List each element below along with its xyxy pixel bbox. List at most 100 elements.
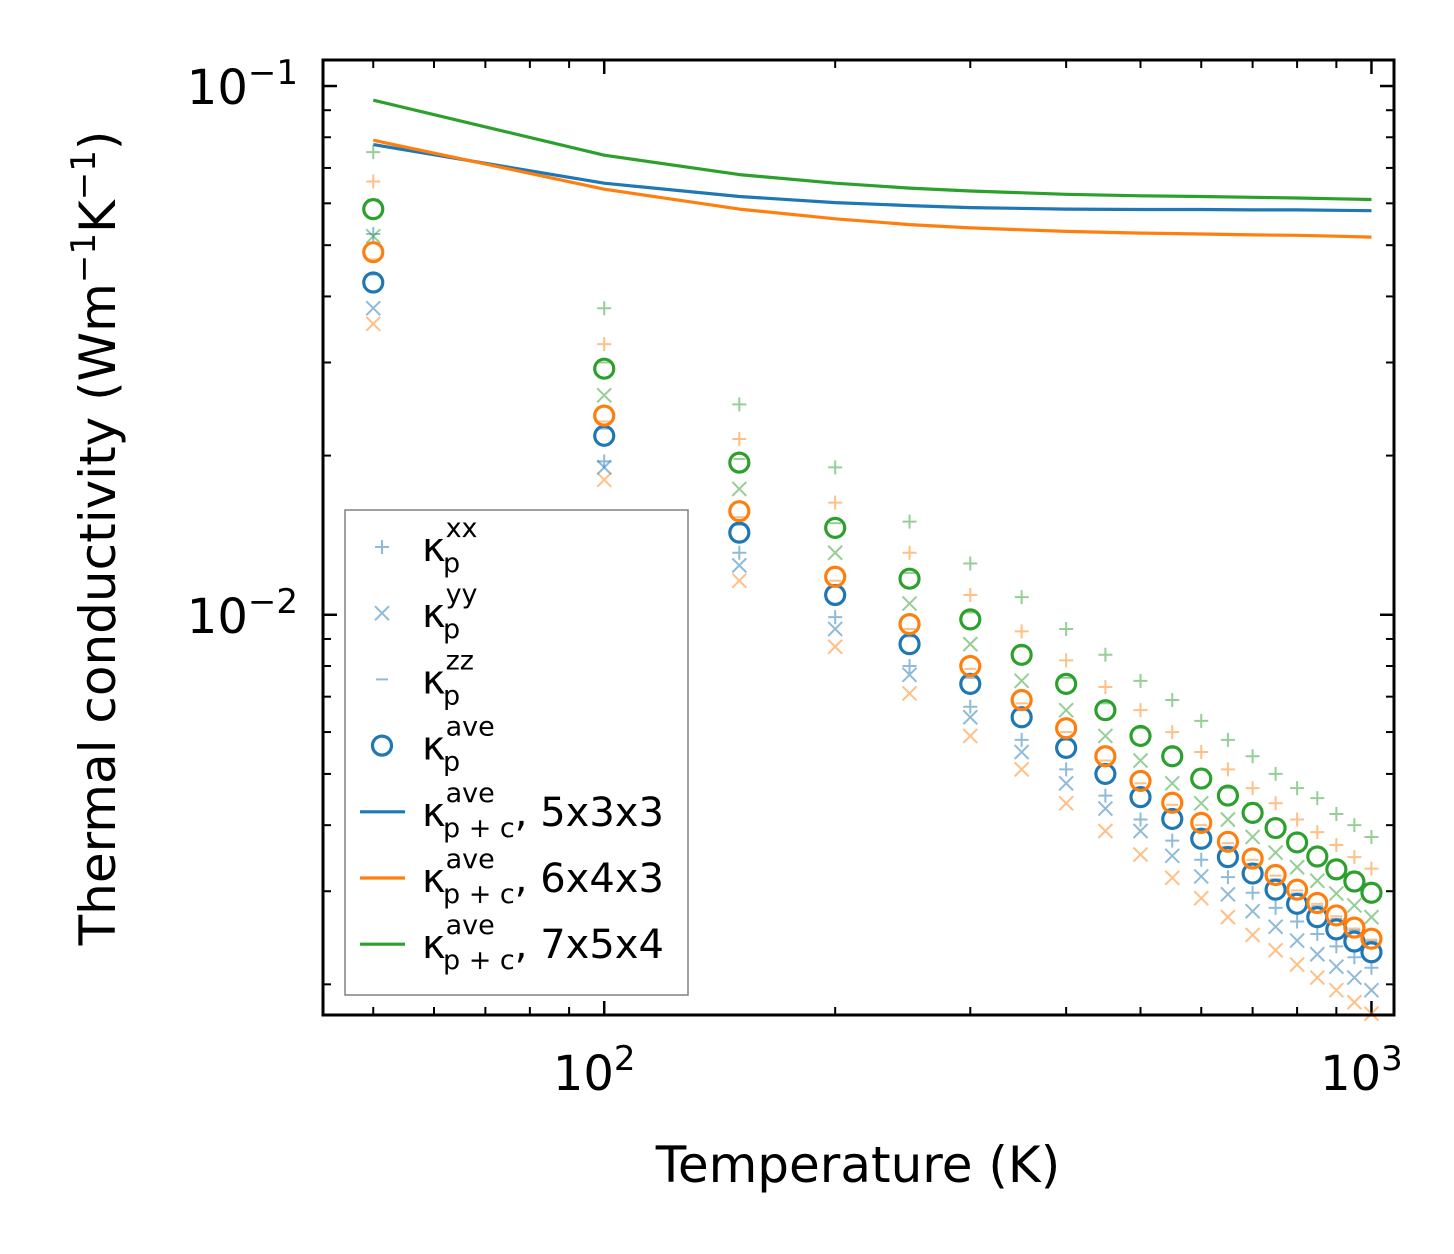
data-point (362, 198, 385, 221)
data-point (1309, 969, 1326, 986)
data-point (732, 397, 747, 412)
data-point (959, 608, 982, 631)
data-point (1289, 859, 1305, 875)
data-point (1058, 795, 1074, 811)
data-point (1190, 811, 1213, 834)
data-point (1329, 939, 1344, 954)
data-point (1010, 643, 1033, 666)
legend-label-sub: p + c (443, 813, 515, 844)
data-point (366, 174, 381, 189)
data-point (1165, 833, 1180, 848)
data-point (366, 145, 381, 160)
data-point (1164, 848, 1180, 864)
legend-label: κyy p (422, 579, 478, 645)
legend-label: κave p (422, 712, 495, 778)
data-point (1220, 732, 1235, 747)
data-point (902, 545, 917, 560)
legend-entry: κave p + c, 5x3x3 (360, 778, 664, 844)
series-kp_yy_5x3x3 (365, 300, 1380, 998)
legend-entry: κzz p (376, 645, 474, 711)
data-point (1094, 745, 1117, 768)
data-point (902, 659, 917, 674)
legend-label-sup: ave (446, 844, 495, 875)
data-point (1325, 858, 1348, 881)
data-point (1193, 868, 1209, 885)
data-point (1164, 775, 1180, 792)
series-line-kp+c_ave_6x4x3 (372, 138, 1372, 239)
data-point (596, 387, 612, 404)
data-point (1097, 823, 1114, 839)
data-point (898, 567, 921, 590)
data-point (1194, 713, 1209, 728)
legend-label-suffix: , 5x3x3 (515, 790, 664, 836)
data-point (728, 500, 751, 523)
series-line-kp+c_ave_7x5x4 (372, 98, 1372, 202)
series-kp_ave_6x4x3 (362, 241, 1383, 950)
y-axis-label-mid: K (69, 199, 127, 233)
data-point (1013, 673, 1030, 689)
data-point (1244, 903, 1261, 919)
data-point (1267, 919, 1284, 935)
x-tick-label-base: 10 (553, 1046, 614, 1102)
data-point (962, 709, 978, 725)
data-point (1363, 909, 1380, 925)
data-point (1286, 831, 1309, 854)
data-point (366, 226, 381, 241)
data-point (1059, 621, 1074, 636)
data-point (731, 572, 748, 589)
data-point (1289, 956, 1305, 973)
data-point (1216, 784, 1240, 807)
data-point (1310, 825, 1325, 840)
data-point (731, 557, 748, 574)
data-point (1268, 900, 1283, 915)
legend-plus-marker (375, 540, 389, 554)
data-point (1325, 904, 1348, 927)
data-point (824, 565, 847, 588)
data-point (1347, 850, 1362, 865)
legend-label: κxx p (422, 513, 478, 579)
data-point (1289, 932, 1305, 949)
data-point (593, 357, 616, 380)
data-point (1244, 829, 1261, 845)
data-point (1059, 653, 1074, 668)
data-point (1097, 728, 1114, 744)
data-point (1329, 837, 1344, 852)
data-point (1216, 846, 1240, 869)
data-point (1268, 796, 1283, 811)
data-point (596, 472, 612, 488)
data-point (1194, 852, 1209, 867)
data-point (732, 545, 747, 560)
data-point (901, 667, 918, 683)
data-point (1364, 829, 1379, 844)
data-point (1190, 767, 1213, 790)
legend-entry: κxx p (375, 513, 478, 579)
x-tick-label: 102 (553, 1039, 636, 1102)
data-point (1306, 891, 1329, 915)
x-tick-label-exponent: 2 (614, 1039, 636, 1079)
legend-label-sub: p (443, 680, 460, 711)
legend-label-sub: p + c (443, 945, 515, 976)
legend-label-suffix: , 6x4x3 (515, 856, 664, 902)
y-tick-label-base: 10 (187, 60, 248, 116)
data-point (1267, 942, 1284, 958)
y-tick-label: 10−2 (187, 582, 298, 645)
data-point (1290, 914, 1305, 929)
data-point (1129, 786, 1152, 809)
series-kp_xx_7x5x4 (366, 145, 1379, 844)
data-point (1220, 909, 1236, 925)
data-point (1193, 795, 1209, 811)
legend-entry: κave p (370, 712, 495, 778)
plot-frame (321, 58, 1396, 1017)
data-point (1329, 806, 1344, 821)
legend-label: κave p + c, 7x5x4 (422, 910, 664, 976)
legend-label-base: κ (422, 525, 446, 571)
data-point (1241, 801, 1264, 824)
data-point (597, 301, 612, 316)
data-point (1098, 647, 1113, 662)
legend-label: κave p + c, 6x4x3 (422, 844, 664, 910)
data-point (1129, 769, 1152, 793)
data-point (1165, 725, 1180, 740)
legend-label-sup: yy (446, 579, 478, 610)
